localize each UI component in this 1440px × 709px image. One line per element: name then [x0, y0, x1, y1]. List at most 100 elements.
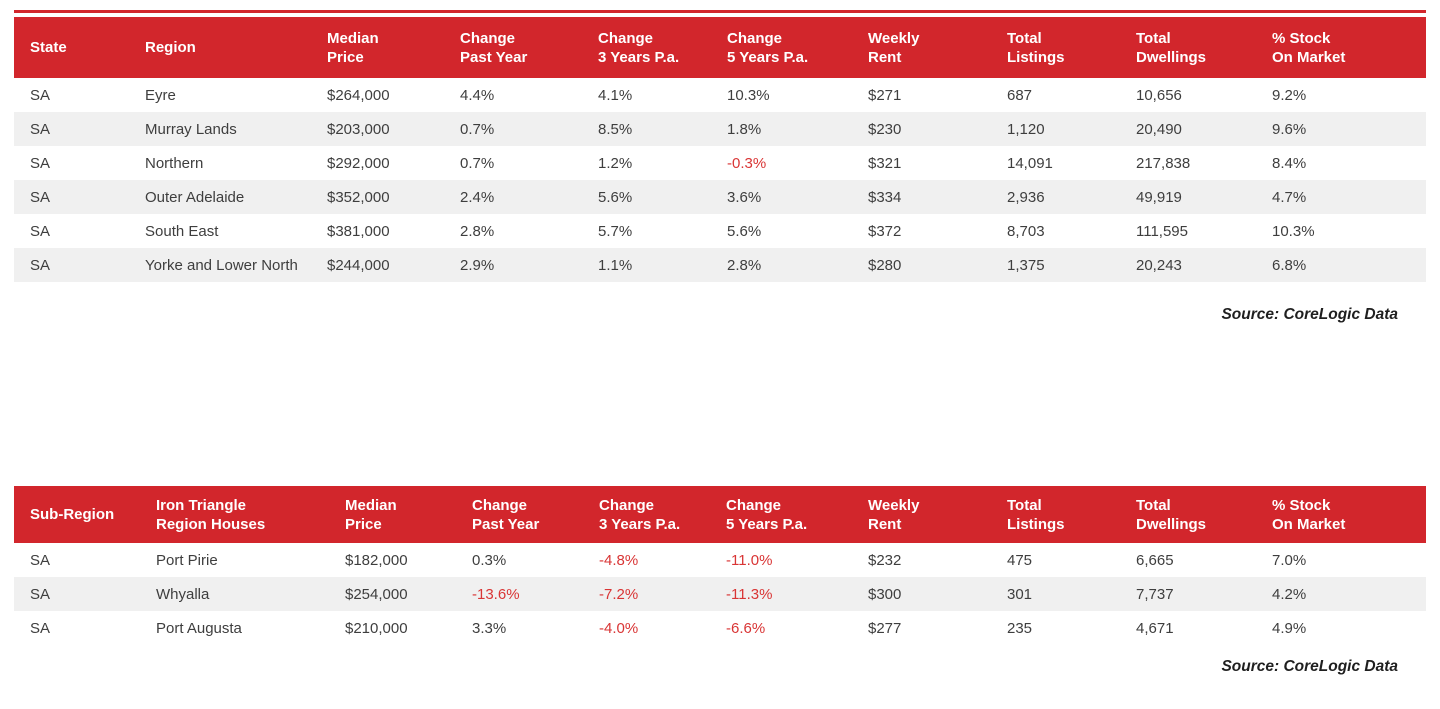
cell-change-5-years: 5.6% [727, 222, 762, 240]
cell-sub-region: Port Augusta [156, 619, 242, 637]
cell-total-listings: 8,703 [1007, 222, 1045, 240]
cell-state: SA [14, 180, 129, 214]
cell-median-price: $210,000 [345, 619, 408, 637]
cell-change-past-year: 2.8% [460, 222, 495, 240]
cell-total-listings: 301 [991, 577, 1120, 611]
cell-stock-on-market: 4.2% [1256, 577, 1426, 611]
cell-change-past-year: 2.4% [444, 180, 582, 214]
cell-state: SA [30, 154, 51, 172]
header-row: Sub-Region Iron Triangle Region Houses M… [14, 486, 1426, 543]
cell-change-5-years: 1.8% [711, 112, 852, 146]
cell-state: SA [14, 577, 140, 611]
header-row: State Region Median Price Change Past Ye… [14, 17, 1426, 78]
cell-weekly-rent: $334 [852, 180, 991, 214]
cell-median-price: $182,000 [345, 551, 408, 569]
table-row: SA Whyalla $254,000 -13.6% -7.2% -11.3% … [14, 577, 1426, 611]
cell-stock-on-market: 6.8% [1256, 248, 1426, 282]
cell-change-past-year: 4.4% [460, 86, 495, 104]
cell-change-3-years: -7.2% [583, 577, 710, 611]
cell-sub-region: Whyalla [140, 577, 329, 611]
cell-weekly-rent: $271 [868, 86, 902, 104]
cell-weekly-rent: $280 [852, 248, 991, 282]
table-row: SA Port Pirie $182,000 0.3% -4.8% -11.0%… [14, 543, 1426, 577]
cell-sub-region: Port Pirie [156, 551, 218, 569]
cell-stock-on-market: 9.2% [1272, 86, 1307, 104]
cell-region: South East [145, 222, 219, 240]
cell-region: Northern [145, 154, 204, 172]
cell-median-price: $254,000 [329, 577, 456, 611]
cell-weekly-rent: $300 [852, 577, 991, 611]
iron-triangle-table: Sub-Region Iron Triangle Region Houses M… [14, 486, 1426, 645]
column-header-total-listings: Total Listings [991, 486, 1120, 543]
cell-total-listings: 475 [1007, 551, 1033, 569]
table-row: SA Outer Adelaide $352,000 2.4% 5.6% 3.6… [14, 180, 1426, 214]
column-header-change-3-years: Change 3 Years P.a. [582, 17, 711, 78]
cell-region: Murray Lands [129, 112, 311, 146]
cell-total-listings: 14,091 [1007, 154, 1053, 172]
column-header-change-past-year: Change Past Year [456, 486, 583, 543]
cell-change-3-years: 8.5% [582, 112, 711, 146]
cell-total-listings: 2,936 [991, 180, 1120, 214]
cell-total-listings: 687 [1007, 86, 1033, 104]
column-header-iron-triangle-region-houses: Iron Triangle Region Houses [140, 486, 329, 543]
cell-change-past-year: -13.6% [456, 577, 583, 611]
cell-state: SA [14, 248, 129, 282]
cell-change-past-year: 0.7% [444, 112, 582, 146]
cell-stock-on-market: 7.0% [1272, 551, 1307, 569]
cell-weekly-rent: $232 [868, 551, 902, 569]
cell-region: Yorke and Lower North [129, 248, 311, 282]
column-header-stock-on-market: % Stock On Market [1256, 486, 1426, 543]
cell-change-5-years: 2.8% [711, 248, 852, 282]
cell-weekly-rent: $277 [868, 619, 902, 637]
cell-stock-on-market: 10.3% [1272, 222, 1315, 240]
top-rule [14, 10, 1426, 13]
column-header-change-5-years: Change 5 Years P.a. [711, 17, 852, 78]
column-header-region: Region [129, 17, 311, 78]
cell-state: SA [30, 551, 51, 569]
cell-stock-on-market: 9.6% [1256, 112, 1426, 146]
cell-median-price: $203,000 [311, 112, 444, 146]
cell-state: SA [14, 112, 129, 146]
cell-weekly-rent: $372 [868, 222, 902, 240]
cell-change-past-year: 2.9% [444, 248, 582, 282]
cell-median-price: $244,000 [311, 248, 444, 282]
cell-total-listings: 1,120 [991, 112, 1120, 146]
cell-median-price: $381,000 [327, 222, 390, 240]
cell-total-dwellings: 49,919 [1120, 180, 1256, 214]
cell-state: SA [30, 619, 51, 637]
cell-stock-on-market: 4.7% [1256, 180, 1426, 214]
cell-change-3-years: -4.0% [599, 619, 639, 637]
table-row: SA Murray Lands $203,000 0.7% 8.5% 1.8% … [14, 112, 1426, 146]
cell-change-5-years: -0.3% [727, 154, 767, 172]
cell-total-dwellings: 217,838 [1136, 154, 1191, 172]
cell-region: Outer Adelaide [129, 180, 311, 214]
cell-total-dwellings: 10,656 [1136, 86, 1182, 104]
cell-total-dwellings: 4,671 [1136, 619, 1174, 637]
cell-change-5-years: -11.3% [710, 577, 852, 611]
table-row: SA South East $381,000 2.8% 5.7% 5.6% $3… [14, 214, 1426, 248]
cell-change-5-years: 3.6% [711, 180, 852, 214]
cell-state: SA [30, 86, 51, 104]
cell-change-3-years: 5.6% [582, 180, 711, 214]
source-note: Source: CoreLogic Data [1221, 306, 1398, 323]
column-header-change-3-years: Change 3 Years P.a. [583, 486, 710, 543]
table-row: SA Yorke and Lower North $244,000 2.9% 1… [14, 248, 1426, 282]
cell-median-price: $352,000 [311, 180, 444, 214]
cell-weekly-rent: $230 [852, 112, 991, 146]
cell-total-listings: 235 [1007, 619, 1033, 637]
column-header-change-5-years: Change 5 Years P.a. [710, 486, 852, 543]
source-note: Source: CoreLogic Data [1221, 658, 1398, 675]
cell-stock-on-market: 8.4% [1272, 154, 1307, 172]
column-header-state: State [14, 17, 129, 78]
cell-change-5-years: -11.0% [726, 551, 773, 569]
cell-change-past-year: 0.3% [472, 551, 507, 569]
column-header-median-price: Median Price [329, 486, 456, 543]
table-row: SA Eyre $264,000 4.4% 4.1% 10.3% $271 68… [14, 78, 1426, 112]
cell-change-3-years: 4.1% [598, 86, 633, 104]
cell-total-dwellings: 7,737 [1120, 577, 1256, 611]
column-header-sub-region: Sub-Region [14, 486, 140, 543]
table-row: SA Northern $292,000 0.7% 1.2% -0.3% $32… [14, 146, 1426, 180]
cell-change-3-years: 5.7% [598, 222, 633, 240]
column-header-total-dwellings: Total Dwellings [1120, 486, 1256, 543]
cell-total-dwellings: 20,243 [1120, 248, 1256, 282]
